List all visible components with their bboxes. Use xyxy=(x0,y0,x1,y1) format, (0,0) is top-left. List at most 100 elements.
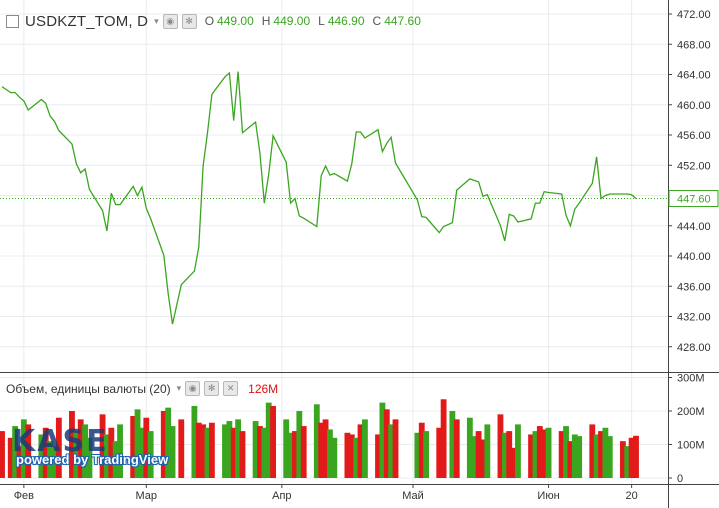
chevron-down-icon[interactable]: ▾ xyxy=(154,15,159,26)
volume-bar xyxy=(327,429,333,478)
price-tick-label: 468.00 xyxy=(677,39,711,51)
volume-bar xyxy=(619,441,626,478)
close-icon[interactable]: ✕ xyxy=(223,381,239,396)
volume-bar xyxy=(134,409,141,478)
volume-bar xyxy=(0,431,5,478)
volume-bar xyxy=(265,402,272,478)
low-value: 446.90 xyxy=(327,14,365,28)
volume-bar xyxy=(77,419,84,478)
volume-axis[interactable]: 300M 200M 100M 0 xyxy=(668,373,705,486)
volume-bar xyxy=(261,427,268,478)
volume-bar xyxy=(283,419,290,478)
time-tick-label: 20 xyxy=(626,490,638,502)
volume-bar xyxy=(589,424,596,478)
price-tick-label: 428.00 xyxy=(677,342,711,354)
volume-bar xyxy=(42,427,49,478)
volume-bar xyxy=(480,439,486,478)
volume-bar xyxy=(204,427,211,478)
volume-bar xyxy=(104,434,110,478)
high-label: H xyxy=(261,14,271,28)
volume-bar xyxy=(453,419,460,478)
volume-bar xyxy=(593,434,600,478)
chevron-down-icon[interactable]: ▾ xyxy=(176,383,182,393)
volume-bar xyxy=(598,431,604,478)
volume-bar xyxy=(436,427,443,478)
volume-bar xyxy=(112,441,119,478)
volume-bar xyxy=(414,432,421,478)
open-value: 449.00 xyxy=(217,14,254,28)
volume-bar xyxy=(117,424,123,478)
last-price-label: 447.60 xyxy=(677,194,711,206)
volume-bar xyxy=(86,437,93,478)
symbol-header: USDKZT_TOM, D ▾ ◉ ✻ O 449.00 H 449.00 L … xyxy=(0,8,421,34)
volume-bar xyxy=(545,427,552,478)
volume-bar xyxy=(528,434,534,478)
volume-bar xyxy=(318,422,325,478)
price-axis[interactable]: 472.00468.00464.00460.00456.00452.00448.… xyxy=(668,9,711,354)
volume-tick-label: 300M xyxy=(677,373,705,385)
volume-bar xyxy=(510,447,517,478)
volume-bar xyxy=(257,426,263,478)
price-tick-label: 456.00 xyxy=(677,130,711,142)
volume-bar xyxy=(571,434,578,478)
volume-bar xyxy=(200,424,207,478)
volume-bar xyxy=(160,411,167,478)
volume-bar xyxy=(12,426,19,478)
time-tick-label: Мар xyxy=(136,490,158,502)
time-tick-label: Май xyxy=(402,490,424,502)
volume-bar xyxy=(139,427,145,478)
gear-icon[interactable]: ✻ xyxy=(181,13,197,29)
volume-bar xyxy=(47,441,54,478)
volume-bar xyxy=(475,431,482,478)
volume-bar xyxy=(287,432,294,478)
volume-bar xyxy=(375,434,381,478)
volume-bar xyxy=(536,426,543,478)
volume-bar xyxy=(322,419,329,478)
high-value: 449.00 xyxy=(273,14,311,28)
volume-value: 126M xyxy=(248,381,279,396)
eye-icon[interactable]: ◉ xyxy=(185,381,201,396)
price-tick-label: 432.00 xyxy=(677,312,711,324)
price-tick-label: 440.00 xyxy=(677,251,711,263)
volume-bar xyxy=(300,426,307,478)
volume-bar xyxy=(208,422,215,478)
volume-bar xyxy=(235,419,242,478)
volume-bar xyxy=(99,414,106,478)
open-label: O xyxy=(204,14,215,28)
volume-bar xyxy=(226,421,233,478)
volume-bar xyxy=(344,432,351,478)
volume-bar xyxy=(558,431,565,478)
volume-tick-label: 0 xyxy=(677,473,683,485)
close-label: C xyxy=(372,14,382,28)
volume-bar xyxy=(270,405,277,478)
volume-bar xyxy=(143,417,150,478)
volume-bar xyxy=(423,431,430,478)
gear-icon[interactable]: ✻ xyxy=(204,381,220,396)
volume-title[interactable]: Объем, единицы валюты (20) xyxy=(6,381,171,396)
volume-bar xyxy=(506,431,513,478)
close-value: 447.60 xyxy=(384,14,421,28)
price-tick-label: 472.00 xyxy=(677,9,711,21)
volume-bar xyxy=(348,434,355,478)
volume-bar xyxy=(357,424,364,478)
volume-bar xyxy=(55,417,62,478)
price-tick-label: 444.00 xyxy=(677,221,711,233)
volume-bar xyxy=(7,437,14,478)
volume-bar xyxy=(466,417,473,478)
time-tick-label: Фев xyxy=(14,490,34,502)
price-grid xyxy=(0,0,668,372)
time-axis[interactable]: Фев Мар Апр Май Июн 20 xyxy=(14,484,638,502)
last-price-badge-box xyxy=(668,190,719,208)
symbol-title[interactable]: USDKZT_TOM, D xyxy=(25,12,149,30)
volume-bar xyxy=(230,427,237,478)
volume-bar xyxy=(51,446,58,478)
price-tick-label: 460.00 xyxy=(677,100,711,112)
volume-bar xyxy=(541,429,548,478)
eye-icon[interactable]: ◉ xyxy=(162,13,178,29)
volume-tick-label: 200M xyxy=(677,406,705,418)
collapse-square-icon[interactable] xyxy=(6,14,19,28)
volume-bar xyxy=(25,424,32,478)
volume-bar xyxy=(239,431,246,478)
volume-bar xyxy=(449,411,456,478)
